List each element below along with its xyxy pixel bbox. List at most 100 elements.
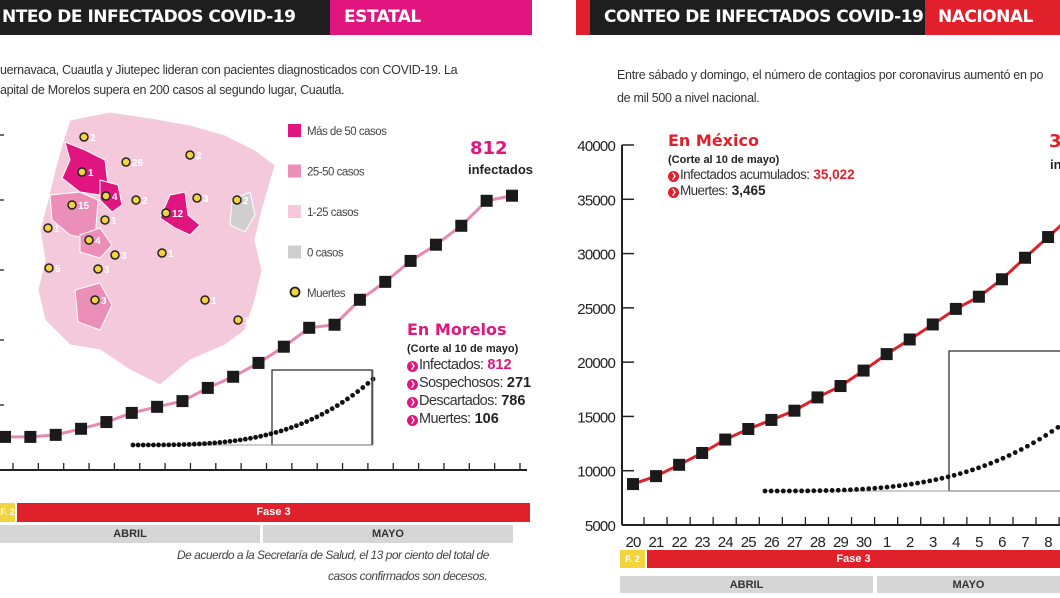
map-region-12 <box>159 191 201 236</box>
nacional-data-point <box>926 318 939 331</box>
nacional-inset-point <box>817 488 823 494</box>
nacional-header-tag: NACIONAL <box>938 7 1033 27</box>
nacional-x-tick-label: 28 <box>810 534 826 551</box>
map-region-5 <box>74 282 113 331</box>
nacional-inset-point <box>768 488 774 494</box>
info-value: 35,022 <box>813 167 855 182</box>
death-marker-icon <box>121 157 131 167</box>
legend-label: Muertes <box>307 288 346 300</box>
nacional-x-tick-label: 8 <box>1044 534 1052 551</box>
info-value: 812 <box>487 357 512 373</box>
estatal-inset-point <box>339 399 345 405</box>
death-marker-icon <box>101 191 111 201</box>
estatal-inset-point <box>130 442 136 448</box>
estatal-data-point <box>506 189 518 202</box>
nacional-data-point <box>696 446 709 459</box>
nacional-inset-point <box>1049 429 1055 434</box>
estatal-inset-point <box>171 442 177 448</box>
estatal-data-point <box>353 293 366 306</box>
nacional-data-point <box>880 348 893 361</box>
info-value: 786 <box>501 393 526 409</box>
death-count-label: 3 <box>104 265 110 276</box>
death-marker-icon <box>200 295 210 305</box>
nacional-inset-point <box>823 488 829 493</box>
death-count-label: 4 <box>95 236 101 247</box>
bullet-arrow-icon: ❯ <box>407 397 418 408</box>
nacional-inset-point <box>1000 455 1006 461</box>
nacional-inset-point <box>902 482 908 488</box>
estatal-header-bar <box>0 0 330 35</box>
death-count-label: 2 <box>196 151 202 162</box>
estatal-data-point <box>252 356 265 369</box>
nacional-y-tick-label: 30000 <box>577 247 615 264</box>
death-count-label: 1 <box>244 316 250 327</box>
death-marker-icon <box>93 264 103 274</box>
nacional-data-point <box>949 302 962 315</box>
legend-death-marker-icon <box>289 286 301 298</box>
nacional-data-point <box>857 364 870 377</box>
nacional-info-box: En México (Corte al 10 de mayo) ❯ Infecta… <box>668 131 855 198</box>
nacional-inset-point <box>933 477 939 483</box>
estatal-inset-point <box>248 435 253 441</box>
death-marker-icon <box>44 263 54 273</box>
estatal-data-point <box>328 318 341 331</box>
info-value: 271 <box>506 375 532 391</box>
nacional-data-point <box>1042 231 1055 244</box>
nacional-inset-point <box>927 478 933 484</box>
legend-label: 25-50 casos <box>307 167 365 179</box>
nacional-data-point <box>788 404 801 417</box>
nacional-inset-point <box>915 480 920 486</box>
estatal-data-point <box>100 416 113 429</box>
estatal-inset-point <box>319 411 325 417</box>
nacional-data-point <box>765 413 778 426</box>
estatal-footnote-1: De acuerdo a la Secretaría de Salud, el … <box>177 548 489 562</box>
legend-label: Más de 50 casos <box>307 126 387 138</box>
estatal-inset-point <box>283 426 289 432</box>
nacional-inset-point <box>841 487 847 493</box>
estatal-inset-point <box>186 441 192 447</box>
estatal-inset-point <box>176 442 182 448</box>
estatal-inset-point <box>350 392 355 398</box>
nacional-data-point <box>1019 251 1032 264</box>
death-marker-icon <box>110 250 120 260</box>
estatal-phase3-bar: Fase 3 <box>17 503 530 522</box>
estatal-inset-point <box>156 442 161 448</box>
nacional-phase2-bar: F. 2 <box>620 550 645 568</box>
nacional-inset-point <box>1055 424 1060 430</box>
death-count-label: 3 <box>121 251 127 262</box>
death-marker-icon <box>233 315 243 325</box>
estatal-intro-1: uernavaca, Cuautla y Jiutepec lideran co… <box>0 63 458 77</box>
nacional-inset-point <box>1018 447 1024 452</box>
estatal-inset-point <box>181 442 187 447</box>
estatal-headline-unit: infectados <box>468 162 534 177</box>
estatal-inset-point <box>253 434 258 440</box>
death-count-label: 1 <box>54 224 60 235</box>
death-count-label: 2 <box>90 133 96 144</box>
nacional-data-point <box>903 333 916 346</box>
nacional-inset-point <box>1037 436 1042 442</box>
nacional-inset-point <box>951 472 957 478</box>
nacional-x-tick-label: 26 <box>764 534 780 551</box>
estatal-inset-point <box>294 423 299 429</box>
info-label: Muertes: <box>680 183 728 198</box>
nacional-x-tick-label: 25 <box>741 534 757 551</box>
estatal-inset-point <box>212 440 218 446</box>
estatal-inset-point <box>304 419 310 424</box>
nacional-x-tick-label: 23 <box>695 534 711 551</box>
legend-label: 1-25 casos <box>307 207 359 219</box>
estatal-inset-point <box>242 436 248 442</box>
estatal-inset-point <box>232 438 238 444</box>
estatal-month-abril: ABRIL <box>0 525 260 543</box>
estatal-data-point <box>0 430 11 443</box>
death-marker-icon <box>157 248 167 258</box>
estatal-inset-point <box>237 437 243 443</box>
death-count-label: 15 <box>78 201 90 212</box>
nacional-inset-point <box>884 484 890 490</box>
death-count-label: 26 <box>132 158 144 169</box>
estatal-data-point <box>75 422 88 435</box>
estatal-inset-point <box>196 441 202 447</box>
death-count-label: 4 <box>112 192 118 203</box>
nacional-x-tick-label: 21 <box>649 534 665 551</box>
